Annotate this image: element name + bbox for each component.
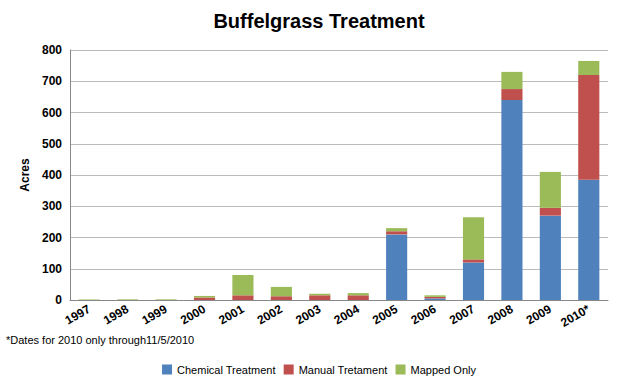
svg-text:*Dates for 2010 only through11: *Dates for 2010 only through11/5/2010 [6,334,194,346]
svg-text:Mapped Only: Mapped Only [411,364,477,376]
svg-text:700: 700 [42,74,62,88]
svg-text:500: 500 [42,137,62,151]
svg-text:2002: 2002 [255,302,285,328]
svg-text:2004: 2004 [332,302,362,328]
svg-text:Chemical Treatment: Chemical Treatment [177,364,275,376]
svg-text:2007: 2007 [447,302,477,328]
svg-text:1998: 1998 [101,302,131,328]
svg-text:2005: 2005 [370,302,400,328]
svg-text:400: 400 [42,168,62,182]
svg-text:2001: 2001 [216,302,246,328]
svg-text:600: 600 [42,106,62,120]
svg-text:100: 100 [42,262,62,276]
svg-text:800: 800 [42,43,62,57]
svg-text:0: 0 [55,293,62,307]
svg-text:Acres: Acres [18,158,32,192]
svg-text:2010*: 2010* [558,302,592,330]
svg-text:Manual Tretament: Manual Tretament [299,364,388,376]
svg-text:200: 200 [42,231,62,245]
svg-text:Buffelgrass Treatment: Buffelgrass Treatment [213,10,425,32]
svg-text:2009: 2009 [524,302,554,328]
svg-text:1997: 1997 [63,302,93,328]
svg-text:2006: 2006 [408,302,438,328]
svg-text:2008: 2008 [485,302,515,328]
svg-text:2003: 2003 [293,302,323,328]
svg-text:1999: 1999 [139,302,169,328]
svg-text:2000: 2000 [178,302,208,328]
svg-text:300: 300 [42,199,62,213]
